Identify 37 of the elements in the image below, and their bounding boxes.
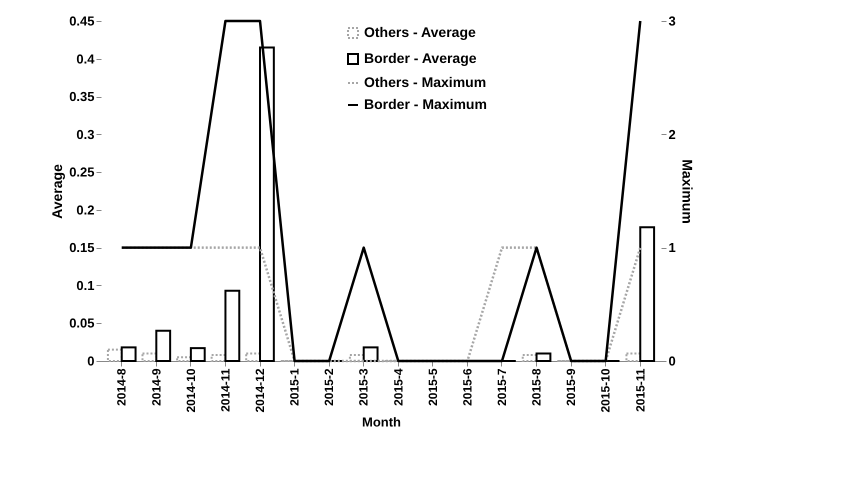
x-tick-label: 2014-12: [253, 368, 268, 413]
x-tick-label: 2015-9: [564, 368, 578, 406]
y2-axis-title: Maximum: [680, 159, 696, 224]
y-tick-label: 0.4: [76, 51, 96, 66]
x-tick-label: 2015-7: [494, 368, 509, 406]
x-tick-label: 2015-10: [598, 368, 613, 413]
y-tick-label: 0.3: [76, 126, 94, 142]
y-tick-label: 0.25: [69, 164, 94, 180]
y-tick-label: 0.05: [69, 316, 94, 331]
y-tick-label: 0.45: [69, 14, 94, 28]
x-tick-label: 2014-8: [114, 368, 129, 406]
x-tick-label: 2015-11: [633, 368, 648, 412]
x-tick-label: 2014-11: [218, 368, 232, 412]
y2-tick-label: 3: [668, 14, 676, 28]
x-tick-label: 2014-9: [149, 368, 164, 406]
y-axis-title: Average: [49, 164, 66, 219]
x-tick-label: 2015-5: [426, 368, 440, 406]
y-tick-label: 0.1: [76, 278, 94, 293]
x-tick-label: 2015-4: [391, 368, 406, 406]
legend-label: Border - Average: [364, 50, 477, 66]
legend-label: Others - Maximum: [364, 74, 486, 90]
y2-tick-label: 0: [668, 354, 676, 368]
legend-label: Others - Average: [364, 24, 476, 40]
x-tick-label: 2015-3: [356, 368, 371, 406]
x-tick-label: 2015-6: [460, 368, 474, 406]
x-tick-label: 2015-2: [322, 368, 336, 406]
y-tick-label: 0: [87, 354, 94, 368]
y-tick-label: 0.35: [69, 89, 94, 104]
x-axis-title: Month: [362, 414, 402, 430]
x-tick-label: 2015-8: [530, 368, 544, 406]
x-tick-label: 2015-1: [288, 368, 302, 406]
y2-tick-label: 2: [668, 126, 676, 142]
y-tick-label: 0.2: [76, 202, 94, 218]
y2-tick-label: 1: [668, 240, 676, 256]
x-tick-label: 2014-10: [184, 368, 198, 413]
legend-label: Border - Maximum: [364, 96, 487, 112]
y-tick-label: 0.15: [69, 240, 94, 256]
